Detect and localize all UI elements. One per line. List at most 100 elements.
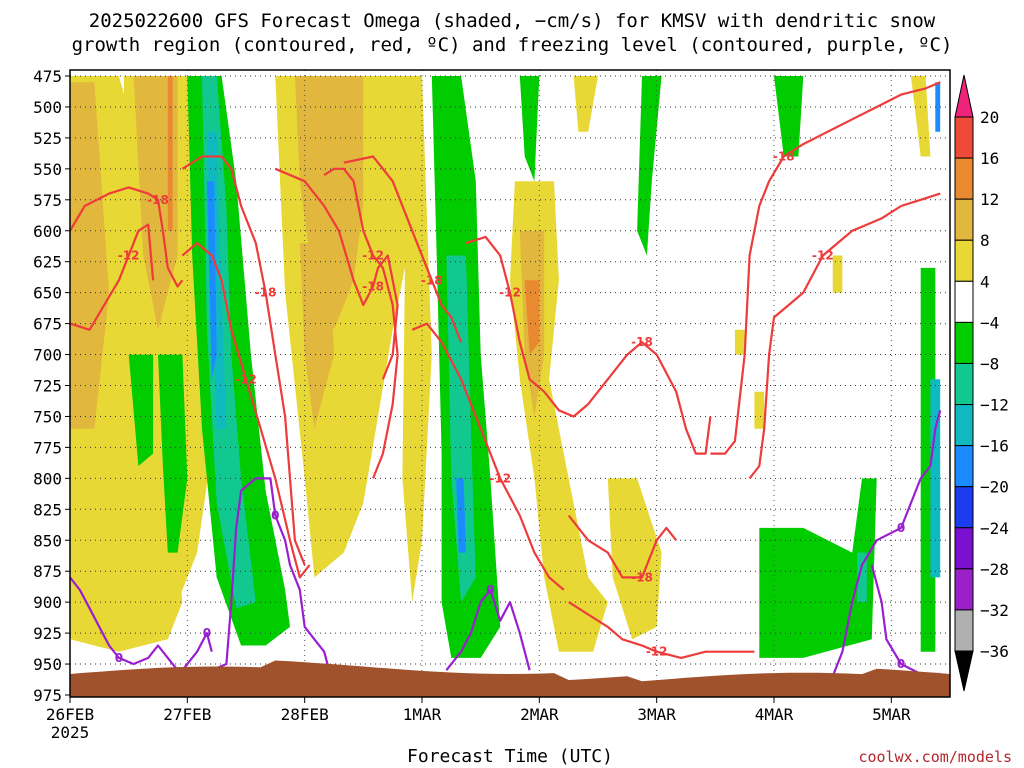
y-tick-label-5: 600 <box>33 222 62 241</box>
x-tick-label-2: 28FEB <box>281 705 329 724</box>
colorbar-label-2: 12 <box>980 190 999 209</box>
colorbar-segment-2 <box>954 198 974 241</box>
colorbar-label-10: −24 <box>980 519 1009 538</box>
colorbar-label-8: −16 <box>980 437 1009 456</box>
freezing-contour-label-5: 0 <box>897 657 905 671</box>
omega-region-28 <box>910 76 931 157</box>
dgz-contour-line-13 <box>748 192 941 480</box>
y-tick-label-11: 750 <box>33 407 62 426</box>
omega-region-18 <box>519 76 540 182</box>
colorbar-label-1: 16 <box>980 149 999 168</box>
colorbar-segment-8 <box>954 445 974 488</box>
freezing-contour-line-3 <box>445 588 531 671</box>
colorbar-label-6: −8 <box>980 354 999 373</box>
omega-region-22 <box>524 280 540 355</box>
y-tick-label-12: 775 <box>33 438 62 457</box>
colorbar-segment-5 <box>954 321 974 364</box>
omega-region-19 <box>637 76 662 256</box>
x-tick-label-1: 27FEB <box>163 705 211 724</box>
omega-region-23 <box>607 478 662 640</box>
freezing-contour-line-1 <box>211 477 331 672</box>
x-tick-label-7: 5MAR <box>872 705 911 724</box>
plot-frame <box>69 69 951 698</box>
dgz-contour-line-7 <box>411 322 565 591</box>
dgz-contour-line-5 <box>323 167 399 479</box>
freezing-contour-label-2: 0 <box>203 626 211 640</box>
freezing-contour-label-3: 0 <box>486 583 494 597</box>
y-tick-label-8: 675 <box>33 315 62 334</box>
omega-region-16 <box>446 255 476 603</box>
dgz-contour-label-10: -18 <box>631 570 653 584</box>
y-tick-label-2: 525 <box>33 129 62 148</box>
dgz-contour-line-3 <box>181 242 311 579</box>
dgz-contour-label-2: -18 <box>255 286 277 300</box>
colorbar-segment-11 <box>954 568 974 611</box>
y-tick-label-10: 725 <box>33 377 62 396</box>
y-tick-label-17: 900 <box>33 593 62 612</box>
freezing-contour-line-2 <box>181 631 213 671</box>
omega-shading <box>70 76 941 658</box>
colorbar-segment-4 <box>954 280 974 323</box>
colorbar-segment-9 <box>954 486 974 529</box>
colorbar-segment-12 <box>954 609 974 652</box>
y-tick-label-9: 700 <box>33 346 62 365</box>
y-tick-label-1: 500 <box>33 98 62 117</box>
dgz-contour-label-7: -12 <box>489 471 511 485</box>
omega-region-24 <box>573 76 598 132</box>
freezing-contour-line-4 <box>831 410 942 677</box>
dgz-contour-line-9 <box>543 341 712 455</box>
omega-region-31 <box>754 391 765 429</box>
y-tick-label-16: 875 <box>33 562 62 581</box>
x-tick-label-4: 2MAR <box>520 705 559 724</box>
colorbar-label-12: −32 <box>980 601 1009 620</box>
y-tick-label-7: 650 <box>33 284 62 303</box>
colorbar-segment-1 <box>954 157 974 200</box>
colorbar-label-5: −4 <box>980 313 999 332</box>
colorbar-label-3: 8 <box>980 231 990 250</box>
omega-region-8 <box>402 76 432 603</box>
dgz-contour-line-8 <box>465 235 545 393</box>
dgz-contour-label-13: -12 <box>812 249 834 263</box>
freezing-contours: 0 0 0 0 0 0 <box>69 410 942 677</box>
colorbar-top-arrow <box>954 74 974 118</box>
colorbar-label-0: 20 <box>980 108 999 127</box>
dgz-contour-line-2 <box>181 155 306 566</box>
omega-region-30 <box>734 329 745 355</box>
dgz-contour-label-4: -18 <box>362 279 384 293</box>
terrain-fill <box>70 660 950 697</box>
dgz-contour-label-6: -18 <box>421 273 443 287</box>
y-tick-label-13: 800 <box>33 469 62 488</box>
omega-region-13 <box>158 354 188 553</box>
freezing-contour-label-4: 0 <box>897 521 905 535</box>
dgz-contour-label-11: -12 <box>646 645 668 659</box>
omega-region-27 <box>774 76 804 157</box>
y-tick-label-0: 475 <box>33 67 62 86</box>
colorbar-segment-10 <box>954 527 974 570</box>
dgz-contour-label-1: -12 <box>118 249 140 263</box>
x-tick-sublabel-0: 2025 <box>51 723 90 742</box>
omega-region-7 <box>299 243 334 429</box>
colorbar-segment-0 <box>954 116 974 159</box>
chart-title-line-2: growth region (contoured, red, ºC) and f… <box>72 34 953 56</box>
colorbar-segment-6 <box>954 362 974 406</box>
y-tick-label-19: 950 <box>33 655 62 674</box>
omega-region-25 <box>759 478 877 658</box>
dgz-contour-label-12: -18 <box>773 149 795 163</box>
chart-title-line-1: 2025022600 GFS Forecast Omega (shaded, −… <box>89 10 936 32</box>
y-tick-label-6: 625 <box>33 253 62 272</box>
x-tick-label-6: 4MAR <box>755 705 794 724</box>
y-tick-label-3: 550 <box>33 160 62 179</box>
y-axis: 475 500 525 550 575 600 625 650 675 700 725 750 775 8… <box>33 67 70 705</box>
y-tick-label-18: 925 <box>33 624 62 643</box>
credit-text: coolwx.com/models <box>858 748 1012 766</box>
freezing-contour-line-0 <box>69 576 179 671</box>
x-tick-label-5: 3MAR <box>637 705 676 724</box>
colorbar-segment-7 <box>954 404 974 447</box>
y-tick-label-4: 575 <box>33 191 62 210</box>
colorbar-label-13: −36 <box>980 642 1009 661</box>
colorbar-label-9: −20 <box>980 478 1009 497</box>
omega-region-14 <box>128 354 154 466</box>
omega-region-29 <box>832 255 843 293</box>
